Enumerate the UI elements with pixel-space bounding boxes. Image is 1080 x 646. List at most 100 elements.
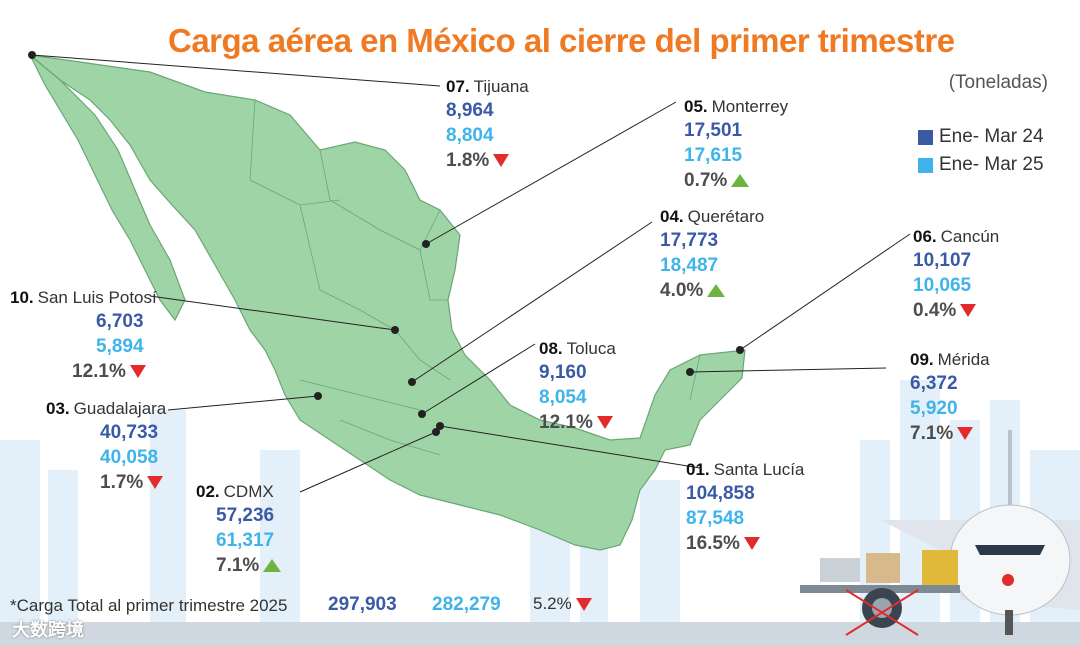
city-label-santa-lucia: 01. Santa Lucía 104,858 87,548 16.5% xyxy=(686,461,804,553)
change-value: 0.7% xyxy=(684,170,728,191)
city-title: CDMX xyxy=(223,482,274,501)
city-label-tijuana: 07. Tijuana 8,964 8,804 1.8% xyxy=(446,78,529,170)
change-arrow-icon xyxy=(147,476,164,489)
value-2024: 9,160 xyxy=(539,362,587,383)
value-2025: 10,065 xyxy=(913,275,972,296)
city-name: 01. Santa Lucía xyxy=(686,461,804,478)
change-arrow-icon xyxy=(129,365,146,378)
city-name: 08. Toluca xyxy=(539,340,616,357)
value-2025: 8,054 xyxy=(539,387,587,408)
legend-label-2024: Ene- Mar 24 xyxy=(939,126,1044,147)
city-title: Monterrey xyxy=(711,97,789,116)
change-value: 1.7% xyxy=(100,472,144,493)
city-name: 10. San Luis Potosí xyxy=(10,289,157,306)
city-title: Guadalajara xyxy=(73,399,167,418)
city-name: 05. Monterrey xyxy=(684,98,788,115)
runway xyxy=(0,622,1080,646)
legend-label-2025: Ene- Mar 25 xyxy=(939,154,1044,175)
change-percent: 12.1% xyxy=(539,413,616,432)
city-title: Tijuana xyxy=(473,77,529,96)
change-value: 4.0% xyxy=(660,280,704,301)
change-arrow-icon xyxy=(263,559,282,572)
city-title: Santa Lucía xyxy=(713,460,805,479)
change-value: 7.1% xyxy=(216,555,260,576)
city-name: 03. Guadalajara xyxy=(46,400,166,417)
connector-lines xyxy=(31,54,911,493)
value-2024: 104,858 xyxy=(686,483,755,504)
change-arrow-icon xyxy=(596,416,613,429)
legend-swatch-2024 xyxy=(918,129,933,145)
legend-swatch-2025 xyxy=(918,157,933,173)
city-label-queretaro: 04. Querétaro 17,773 18,487 4.0% xyxy=(660,208,764,300)
change-arrow-icon xyxy=(957,427,974,440)
city-label-toluca: 08. Toluca 9,160 8,054 12.1% xyxy=(539,340,616,432)
city-name: 04. Querétaro xyxy=(660,208,764,225)
airplane-illustration xyxy=(880,430,1080,635)
city-rank: 04. xyxy=(660,207,684,226)
value-2024: 57,236 xyxy=(216,505,275,526)
total-change: 5.2% xyxy=(533,594,592,614)
city-rank: 10. xyxy=(10,288,34,307)
value-2024: 17,501 xyxy=(684,120,743,141)
total-value-2024: 297,903 xyxy=(328,594,397,615)
change-percent: 4.0% xyxy=(660,281,764,300)
watermark-text: 大数跨境 xyxy=(12,620,84,640)
city-title: Querétaro xyxy=(687,207,765,226)
change-percent: 1.8% xyxy=(446,151,529,170)
value-2025: 5,920 xyxy=(910,398,958,419)
change-value: 16.5% xyxy=(686,533,740,554)
legend-item-2024: Ene- Mar 24 xyxy=(918,126,1044,148)
change-arrow-icon xyxy=(960,304,977,317)
change-value: 12.1% xyxy=(72,361,126,382)
city-title: Toluca xyxy=(566,339,616,358)
value-2025: 18,487 xyxy=(660,255,719,276)
total-label: *Carga Total al primer trimestre 2025 xyxy=(10,596,288,615)
total-value-2025: 282,279 xyxy=(432,594,501,615)
value-2024: 10,107 xyxy=(913,250,972,271)
city-name: 06. Cancún xyxy=(913,228,999,245)
value-2025: 87,548 xyxy=(686,508,745,529)
city-title: Cancún xyxy=(940,227,1000,246)
city-rank: 06. xyxy=(913,227,937,246)
value-2025: 17,615 xyxy=(684,145,743,166)
city-rank: 09. xyxy=(910,350,934,369)
total-change-value: 5.2% xyxy=(533,594,572,613)
value-2025: 40,058 xyxy=(100,447,159,468)
cargo-equipment xyxy=(800,550,960,636)
value-2024: 6,703 xyxy=(96,311,144,332)
airport-dots xyxy=(28,51,744,436)
change-percent: 1.7% xyxy=(46,473,166,492)
change-arrow-icon xyxy=(743,537,760,550)
city-rank: 01. xyxy=(686,460,710,479)
city-name: 02. CDMX xyxy=(196,483,281,500)
value-2025: 8,804 xyxy=(446,125,494,146)
mexico-map xyxy=(27,54,746,551)
baja-california xyxy=(29,54,186,322)
city-rank: 08. xyxy=(539,339,563,358)
change-percent: 0.4% xyxy=(913,301,999,320)
change-arrow-icon xyxy=(731,174,750,187)
change-value: 0.4% xyxy=(913,300,957,321)
city-label-san-luis-potosi: 10. San Luis Potosí 6,703 5,894 12.1% xyxy=(10,289,157,381)
value-2024: 40,733 xyxy=(100,422,159,443)
city-label-monterrey: 05. Monterrey 17,501 17,615 0.7% xyxy=(684,98,788,190)
total-change-arrow-icon xyxy=(575,597,592,611)
chart-title: Carga aérea en México al cierre del prim… xyxy=(168,22,955,59)
value-2024: 17,773 xyxy=(660,230,719,251)
change-percent: 12.1% xyxy=(10,362,157,381)
value-2025: 61,317 xyxy=(216,530,275,551)
legend-item-2025: Ene- Mar 25 xyxy=(918,154,1044,176)
value-2024: 8,964 xyxy=(446,100,494,121)
change-value: 12.1% xyxy=(539,412,593,433)
city-rank: 07. xyxy=(446,77,470,96)
value-2024: 6,372 xyxy=(910,373,958,394)
city-rank: 02. xyxy=(196,482,220,501)
change-percent: 7.1% xyxy=(196,555,282,576)
city-rank: 03. xyxy=(46,399,70,418)
city-rank: 05. xyxy=(684,97,708,116)
change-percent: 16.5% xyxy=(686,534,804,553)
city-label-cancun: 06. Cancún 10,107 10,065 0.4% xyxy=(913,228,999,320)
city-label-guadalajara: 03. Guadalajara 40,733 40,058 1.7% xyxy=(46,400,166,492)
change-value: 1.8% xyxy=(446,150,490,171)
